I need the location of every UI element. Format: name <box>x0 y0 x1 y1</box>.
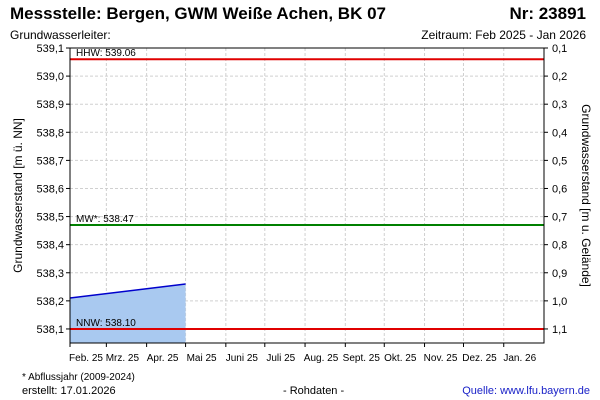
x-tick-label: Mrz. 25 <box>106 353 140 364</box>
x-tick-label: Dez. 25 <box>462 353 497 364</box>
y2-tick-label: 0,8 <box>552 240 567 252</box>
source-link[interactable]: Quelle: www.lfu.bayern.de <box>462 385 590 397</box>
y-tick-label: 538,5 <box>36 212 64 224</box>
x-tick-label: Jan. 26 <box>503 353 536 364</box>
x-tick-label: Juli 25 <box>266 353 295 364</box>
y-tick-label: 538,4 <box>36 240 64 252</box>
y-tick-label: 539,1 <box>36 43 64 55</box>
threshold-label: NNW: 538.10 <box>76 318 136 329</box>
series-area <box>70 284 186 343</box>
page-title: Messstelle: Bergen, GWM Weiße Achen, BK … <box>10 4 386 23</box>
y-axis-title: Grundwasserstand [m ü. NN] <box>11 118 25 273</box>
threshold-label: MW*: 538.47 <box>76 214 134 225</box>
footnote: * Abflussjahr (2009-2024) <box>22 372 135 383</box>
y2-tick-label: 0,5 <box>552 155 567 167</box>
y-tick-label: 539,0 <box>36 71 64 83</box>
y2-tick-label: 0,9 <box>552 268 567 280</box>
y-tick-label: 538,8 <box>36 127 64 139</box>
y2-axis-title: Grundwasserstand [m u. Gelände] <box>579 104 593 287</box>
aquifer-label: Grundwasserleiter: <box>10 28 111 42</box>
created-date: erstellt: 17.01.2026 <box>22 385 116 397</box>
y2-tick-label: 0,4 <box>552 127 567 139</box>
x-tick-label: Mai 25 <box>187 353 217 364</box>
y-tick-label: 538,7 <box>36 155 64 167</box>
y-tick-label: 538,2 <box>36 296 64 308</box>
y2-tick-label: 1,0 <box>552 296 567 308</box>
station-number: Nr: 23891 <box>509 4 586 23</box>
y2-tick-label: 0,7 <box>552 212 567 224</box>
y-tick-label: 538,3 <box>36 268 64 280</box>
plot-frame <box>69 47 545 344</box>
x-tick-label: Feb. 25 <box>69 353 103 364</box>
y-tick-label: 538,1 <box>36 324 64 336</box>
x-tick-label: Juni 25 <box>226 353 259 364</box>
x-tick-label: Sept. 25 <box>343 353 381 364</box>
period-label: Zeitraum: Feb 2025 - Jan 2026 <box>421 28 586 42</box>
y2-tick-label: 0,2 <box>552 71 567 83</box>
threshold-label: HHW: 539.06 <box>76 48 136 59</box>
y2-tick-label: 1,1 <box>552 324 567 336</box>
y2-tick-label: 0,1 <box>552 43 567 55</box>
y-tick-label: 538,9 <box>36 99 64 111</box>
y2-tick-label: 0,3 <box>552 99 567 111</box>
rawdata-note: - Rohdaten - <box>283 385 345 397</box>
x-tick-label: Apr. 25 <box>147 353 179 364</box>
y-tick-label: 538,6 <box>36 183 64 195</box>
x-tick-label: Aug. 25 <box>304 353 339 364</box>
x-tick-label: Nov. 25 <box>424 353 458 364</box>
y2-tick-label: 0,6 <box>552 183 567 195</box>
series-line <box>69 283 186 299</box>
x-tick-label: Okt. 25 <box>384 353 417 364</box>
